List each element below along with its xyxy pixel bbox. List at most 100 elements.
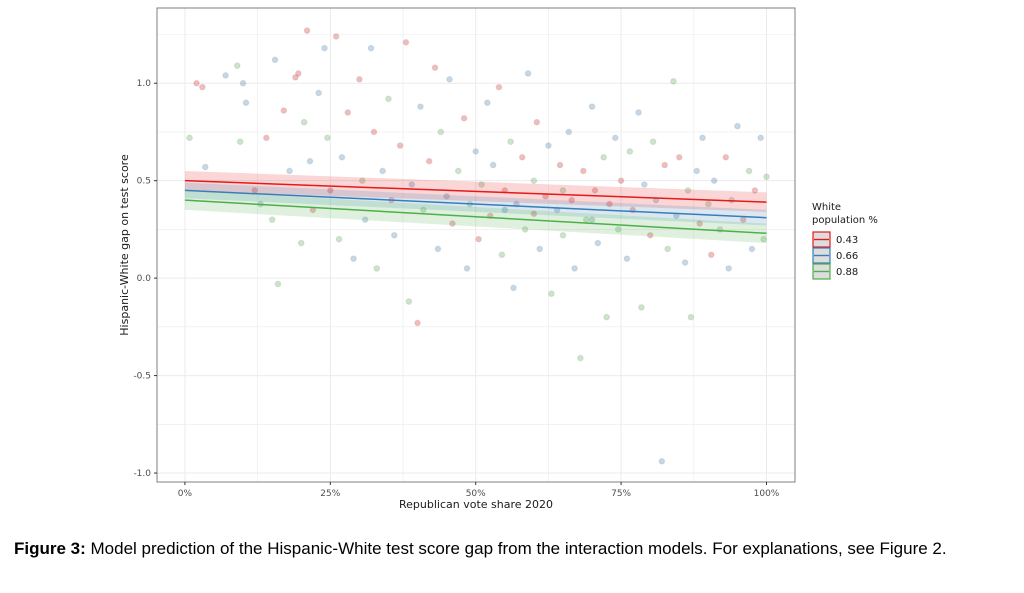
caption-text: Model prediction of the Hispanic-White t… — [85, 539, 947, 558]
data-point — [446, 76, 453, 83]
data-point — [649, 138, 657, 146]
scatter-points — [186, 27, 770, 465]
legend-label: 0.66 — [836, 251, 858, 262]
data-point — [536, 245, 543, 253]
data-point — [201, 163, 209, 171]
data-point — [530, 210, 538, 218]
data-point — [588, 103, 596, 110]
data-point — [344, 109, 352, 116]
data-point — [641, 181, 648, 188]
data-point — [577, 354, 584, 362]
data-point — [559, 187, 567, 194]
data-point — [521, 226, 529, 233]
data-point — [635, 109, 642, 116]
data-point — [638, 304, 645, 311]
data-point — [417, 103, 424, 110]
data-point — [222, 72, 229, 79]
data-point — [498, 251, 506, 259]
data-point — [484, 99, 491, 107]
data-point — [748, 245, 756, 253]
data-point — [760, 235, 767, 243]
y-tick-label: -1.0 — [133, 469, 151, 479]
data-point — [405, 298, 413, 305]
data-point — [443, 192, 450, 200]
data-point — [472, 148, 480, 155]
data-point — [373, 265, 381, 272]
data-point — [286, 167, 293, 175]
data-point — [408, 181, 416, 188]
legend-title-line1: White — [812, 202, 841, 213]
data-point — [463, 265, 471, 272]
data-point — [545, 142, 552, 149]
data-point — [626, 148, 634, 155]
data-point — [507, 138, 514, 146]
data-point — [449, 220, 456, 227]
data-point — [594, 239, 602, 247]
data-point — [321, 44, 328, 52]
legend-label: 0.43 — [836, 235, 858, 246]
data-point — [292, 74, 299, 81]
data-point — [658, 458, 666, 465]
data-point — [306, 157, 314, 165]
data-point — [611, 134, 619, 142]
data-point — [437, 128, 445, 136]
data-point — [705, 200, 712, 208]
legend-label: 0.88 — [836, 267, 858, 278]
data-point — [199, 83, 206, 91]
data-point — [239, 79, 247, 87]
data-point — [745, 167, 753, 175]
data-point — [548, 290, 555, 298]
data-point — [414, 319, 421, 327]
data-point — [603, 313, 610, 321]
data-point — [315, 89, 322, 97]
axis-ticks: 0% 25% 50% 75% 100% -1.0 -0.5 0.0 0.5 1.0 — [133, 79, 779, 499]
data-point — [707, 251, 715, 259]
chart: 0% 25% 50% 75% 100% -1.0 -0.5 0.0 0.5 1.0 Republi… — [118, 7, 878, 511]
data-point — [396, 142, 404, 149]
x-tick-label: 75% — [611, 489, 631, 499]
data-point — [489, 161, 497, 169]
data-point — [350, 255, 357, 262]
data-point — [370, 128, 378, 136]
data-point — [420, 206, 427, 214]
data-point — [475, 235, 482, 243]
x-axis-label: Republican vote share 2020 — [399, 498, 553, 511]
data-point — [559, 231, 567, 239]
data-point — [684, 187, 692, 194]
data-point — [606, 200, 613, 208]
data-point — [670, 77, 677, 85]
data-point — [402, 39, 410, 46]
regression-line-0.88 — [184, 199, 767, 235]
data-point — [687, 313, 695, 321]
data-point — [297, 239, 305, 247]
data-point — [510, 284, 517, 292]
data-point — [233, 62, 241, 69]
data-point — [263, 134, 270, 142]
data-point — [379, 167, 386, 175]
data-point — [338, 153, 346, 161]
data-point — [280, 107, 288, 114]
data-point — [617, 177, 625, 184]
y-axis-label: Hispanic-White gap on test score — [118, 154, 131, 336]
data-point — [431, 64, 439, 71]
y-tick-label: -0.5 — [133, 372, 151, 382]
data-point — [725, 265, 732, 272]
data-point — [186, 134, 193, 142]
data-point — [454, 167, 462, 175]
data-point — [568, 196, 575, 204]
data-point — [571, 265, 578, 272]
data-point — [556, 161, 564, 169]
data-point — [478, 181, 485, 188]
data-point — [675, 153, 683, 161]
caption-label: Figure 3: — [14, 539, 86, 558]
x-tick-label: 50% — [466, 489, 486, 499]
data-point — [614, 226, 622, 233]
data-point — [271, 56, 279, 64]
legend: White population % 0.43 0.66 0.88 — [812, 202, 878, 280]
data-point — [693, 167, 701, 175]
data-point — [193, 79, 200, 87]
data-point — [646, 231, 654, 239]
data-point — [533, 118, 541, 126]
data-point — [367, 44, 375, 52]
data-point — [661, 161, 669, 169]
